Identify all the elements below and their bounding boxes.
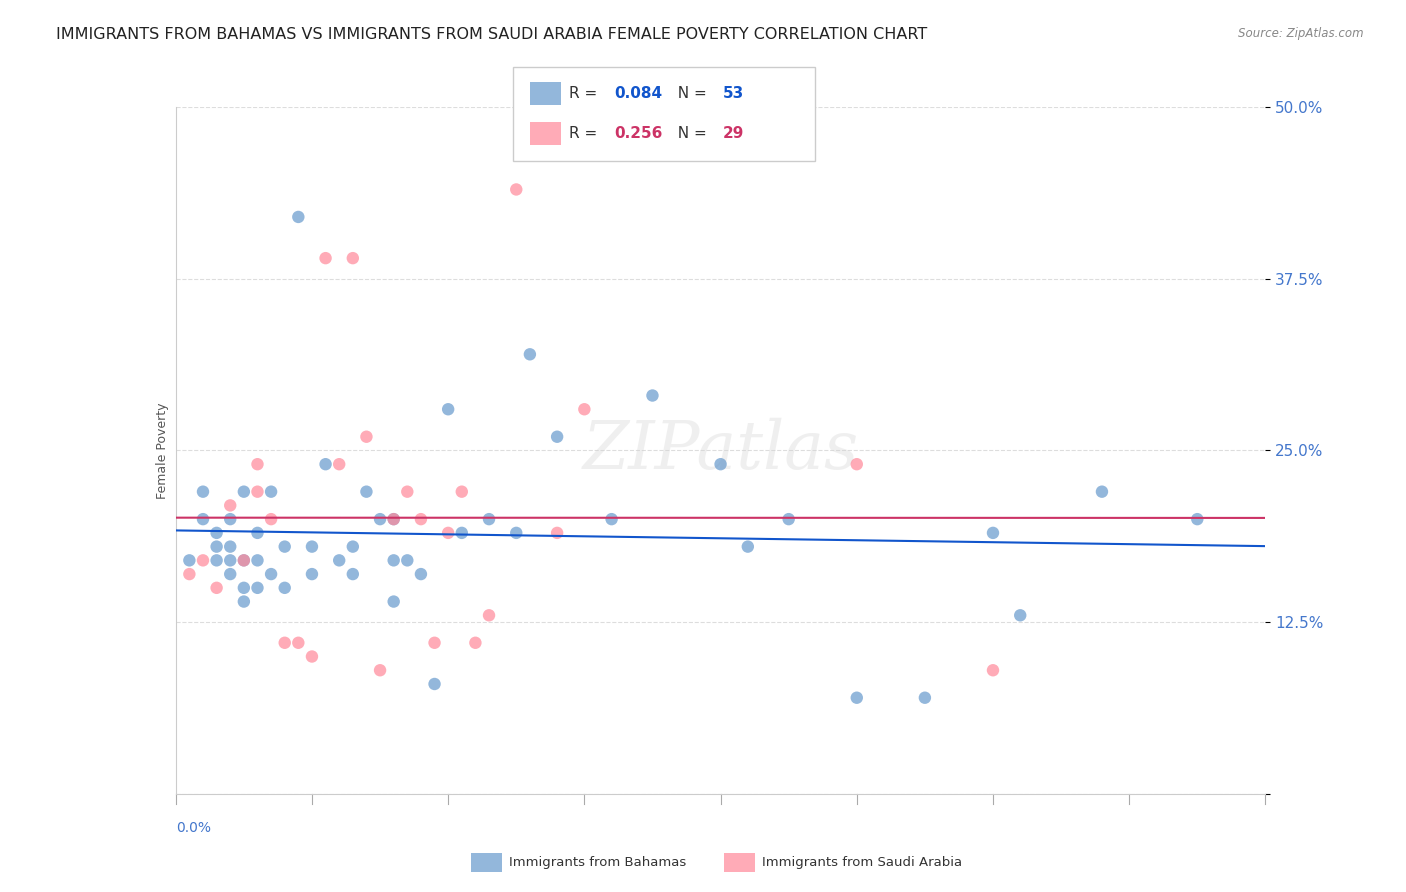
Point xyxy=(342,567,364,582)
Point xyxy=(246,581,269,595)
Point xyxy=(356,484,378,499)
Point xyxy=(260,512,283,526)
Point xyxy=(301,567,323,582)
Point xyxy=(232,553,254,567)
Point xyxy=(914,690,936,705)
Point xyxy=(219,540,242,554)
Point xyxy=(478,512,501,526)
Point xyxy=(600,512,623,526)
Point xyxy=(519,347,541,361)
Text: 0.084: 0.084 xyxy=(614,87,662,101)
Point xyxy=(274,636,297,650)
Text: 0.0%: 0.0% xyxy=(176,822,211,835)
Point xyxy=(232,553,254,567)
Point xyxy=(450,525,472,540)
Point xyxy=(315,457,337,471)
Point xyxy=(368,512,391,526)
Point xyxy=(546,525,568,540)
Text: R =: R = xyxy=(569,87,603,101)
Point xyxy=(191,512,214,526)
Point xyxy=(342,540,364,554)
Point xyxy=(845,690,868,705)
Point xyxy=(710,457,733,471)
Point xyxy=(409,512,432,526)
Point xyxy=(232,581,254,595)
Point xyxy=(437,402,460,417)
Text: Source: ZipAtlas.com: Source: ZipAtlas.com xyxy=(1239,27,1364,40)
Point xyxy=(778,512,800,526)
Point xyxy=(981,663,1004,677)
Point xyxy=(396,553,419,567)
Point xyxy=(574,402,596,417)
Point xyxy=(382,594,405,608)
Point xyxy=(845,457,868,471)
Point xyxy=(191,553,214,567)
Point xyxy=(437,525,460,540)
Point xyxy=(356,430,378,444)
Text: 29: 29 xyxy=(723,127,744,141)
Point xyxy=(179,553,201,567)
Point xyxy=(368,663,391,677)
Point xyxy=(409,567,432,582)
Point xyxy=(423,677,446,691)
Point xyxy=(219,512,242,526)
Point xyxy=(342,251,364,265)
Point xyxy=(274,581,297,595)
Point xyxy=(205,525,228,540)
Point xyxy=(232,484,254,499)
Point xyxy=(179,567,201,582)
Text: 0.256: 0.256 xyxy=(614,127,662,141)
Point xyxy=(382,553,405,567)
Point xyxy=(328,457,350,471)
Point xyxy=(382,512,405,526)
Point xyxy=(1010,608,1032,623)
Point xyxy=(191,484,214,499)
Point xyxy=(737,540,759,554)
Point xyxy=(246,457,269,471)
Point xyxy=(205,540,228,554)
Point xyxy=(505,182,527,196)
Point xyxy=(1187,512,1209,526)
Text: N =: N = xyxy=(668,87,711,101)
Point xyxy=(328,553,350,567)
Point xyxy=(981,525,1004,540)
Point xyxy=(478,608,501,623)
Text: 53: 53 xyxy=(723,87,744,101)
Text: Immigrants from Saudi Arabia: Immigrants from Saudi Arabia xyxy=(762,856,962,869)
Text: Immigrants from Bahamas: Immigrants from Bahamas xyxy=(509,856,686,869)
Text: IMMIGRANTS FROM BAHAMAS VS IMMIGRANTS FROM SAUDI ARABIA FEMALE POVERTY CORRELATI: IMMIGRANTS FROM BAHAMAS VS IMMIGRANTS FR… xyxy=(56,27,928,42)
Point xyxy=(260,484,283,499)
Point xyxy=(205,553,228,567)
Text: R =: R = xyxy=(569,127,603,141)
Point xyxy=(205,581,228,595)
Point xyxy=(301,540,323,554)
Point xyxy=(505,525,527,540)
Point xyxy=(423,636,446,650)
Point xyxy=(219,499,242,513)
Point xyxy=(396,484,419,499)
Text: N =: N = xyxy=(668,127,711,141)
Point xyxy=(287,636,309,650)
Point xyxy=(219,567,242,582)
Point xyxy=(246,484,269,499)
Point xyxy=(641,388,664,402)
Point xyxy=(382,512,405,526)
Point xyxy=(1091,484,1114,499)
Y-axis label: Female Poverty: Female Poverty xyxy=(156,402,169,499)
Point xyxy=(260,567,283,582)
Point xyxy=(450,484,472,499)
Point xyxy=(246,553,269,567)
Point xyxy=(246,525,269,540)
Point xyxy=(287,210,309,224)
Point xyxy=(464,636,486,650)
Point xyxy=(219,553,242,567)
Point xyxy=(546,430,568,444)
Point xyxy=(274,540,297,554)
Point xyxy=(315,251,337,265)
Text: ZIPatlas: ZIPatlas xyxy=(582,417,859,483)
Point xyxy=(232,594,254,608)
Point xyxy=(301,649,323,664)
